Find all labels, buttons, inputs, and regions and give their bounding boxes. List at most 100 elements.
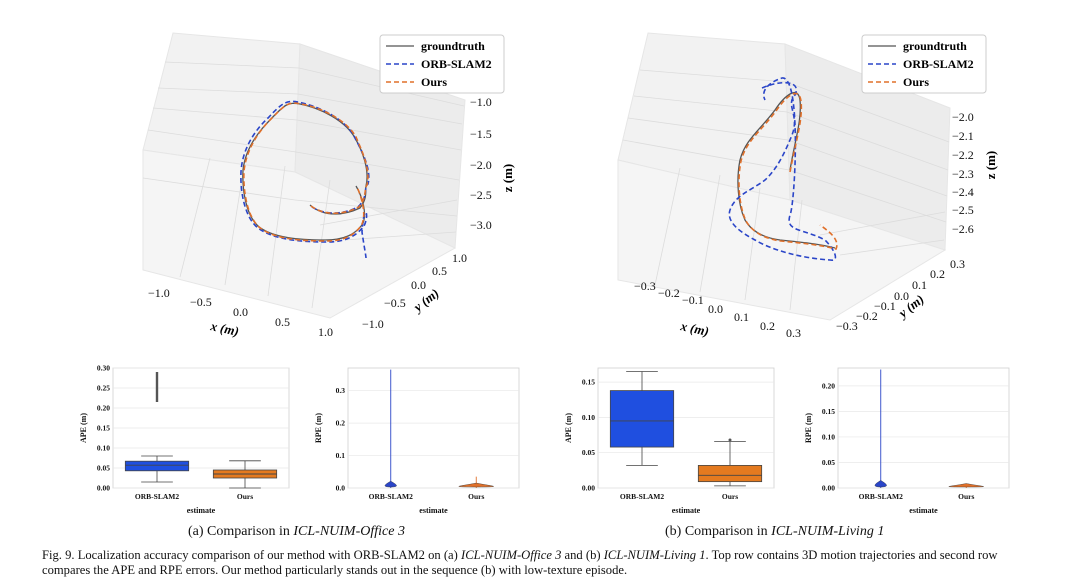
x-tick-label: Ours: [237, 492, 253, 501]
svg-text:0.5: 0.5: [432, 264, 447, 278]
y-tick-label: 0.05: [97, 464, 110, 473]
trajectory-plot-b: −2.0 −2.1 −2.2 −2.3 −2.4 −2.5 −2.6 z (m)…: [617, 32, 998, 340]
subcaption-a: (a) Comparison in ICL-NUIM-Office 3: [188, 524, 405, 539]
y-tick-label: 0.15: [582, 378, 595, 387]
y-tick-labels: 1.0 0.5 0.0 −0.5 −1.0: [362, 251, 467, 331]
x-axis-label: x (m): [208, 318, 240, 339]
svg-text:−0.5: −0.5: [384, 296, 406, 310]
x-axis-label: x (m): [678, 318, 710, 339]
svg-text:0.0: 0.0: [233, 305, 248, 319]
svg-text:0.0: 0.0: [411, 278, 426, 292]
y-tick-label: 0.10: [822, 432, 835, 441]
groundtruth-trajectory: [737, 91, 836, 249]
y-axis-label: APE (m): [564, 413, 573, 443]
svg-text:−3.0: −3.0: [470, 218, 492, 232]
x-tick-label: ORB-SLAM2: [620, 492, 664, 501]
legend-orb-slam2: ORB-SLAM2: [421, 57, 492, 71]
y-tick-label: 0.10: [582, 413, 595, 422]
y-tick-label: 0.30: [97, 364, 110, 373]
pane-back-left: [142, 32, 301, 173]
svg-text:−2.5: −2.5: [470, 188, 492, 202]
svg-text:0.0: 0.0: [708, 302, 723, 316]
svg-text:−1.0: −1.0: [148, 286, 170, 300]
y-tick-label: 0.15: [97, 424, 110, 433]
plot-area: [347, 367, 520, 489]
y-tick-label: 0.1: [336, 451, 346, 460]
y-axis-label: APE (m): [79, 413, 88, 443]
svg-text:−0.1: −0.1: [682, 293, 704, 307]
y-tick-label: 0.0: [336, 484, 346, 493]
svg-text:0.5: 0.5: [275, 315, 290, 329]
pane-floor: [142, 149, 457, 319]
y-tick-label: 0.05: [822, 458, 835, 467]
x-axis-label: estimate: [672, 506, 701, 515]
svg-text:−1.0: −1.0: [362, 317, 384, 331]
legend-b: groundtruth ORB-SLAM2 Ours: [861, 34, 987, 94]
svg-text:−2.6: −2.6: [952, 222, 974, 236]
legend-groundtruth: groundtruth: [421, 39, 485, 53]
legend-orb-slam2: ORB-SLAM2: [903, 57, 974, 71]
x-axis-label: estimate: [187, 506, 216, 515]
svg-text:−0.2: −0.2: [658, 286, 680, 300]
svg-text:−0.2: −0.2: [856, 309, 878, 323]
svg-text:−2.0: −2.0: [952, 110, 974, 124]
svg-text:−0.3: −0.3: [634, 279, 656, 293]
ape-boxplot-b: 0.00 0.05 0.10 0.15 ORB-SLAM2 Ours estimate APE…: [564, 367, 775, 515]
y-tick-labels: 0.3 0.2 0.1 0.0 −0.1 −0.2 −0.3: [836, 257, 965, 333]
svg-text:−1.0: −1.0: [470, 95, 492, 109]
x-axis-label: estimate: [909, 506, 938, 515]
y-tick-label: 0.15: [822, 407, 835, 416]
rpe-violin-a: 0.0 0.1 0.2 0.3 ORB-SLAM2 Ours estimate RPE (m): [314, 367, 520, 515]
y-tick-label: 0.05: [582, 448, 595, 457]
grid-lines: [622, 69, 950, 311]
svg-text:0.0: 0.0: [894, 289, 909, 303]
z-tick-labels: −2.0 −2.1 −2.2 −2.3 −2.4 −2.5 −2.6: [952, 110, 974, 236]
plot-area: [837, 367, 1010, 489]
svg-text:−0.1: −0.1: [874, 299, 896, 313]
y-tick-label: 0.3: [336, 386, 346, 395]
legend-ours: Ours: [903, 75, 929, 89]
ape-boxplot-a: 0.00 0.05 0.10 0.15 0.20 0.25 0.30 ORB-SLAM2 Our…: [79, 364, 290, 515]
box: [697, 465, 763, 483]
y-tick-label: 0.25: [97, 384, 110, 393]
svg-text:1.0: 1.0: [452, 251, 467, 265]
svg-text:0.3: 0.3: [950, 257, 965, 271]
y-tick-label: 0.20: [97, 404, 110, 413]
y-tick-label: 0.00: [582, 484, 595, 493]
svg-text:0.3: 0.3: [786, 326, 801, 340]
x-tick-label: ORB-SLAM2: [369, 492, 413, 501]
svg-text:0.1: 0.1: [912, 278, 927, 292]
box: [124, 460, 190, 472]
svg-text:−2.3: −2.3: [952, 167, 974, 181]
x-tick-labels: −1.0 −0.5 0.0 0.5 1.0: [148, 286, 333, 339]
svg-text:−0.3: −0.3: [836, 319, 858, 333]
legend-ours: Ours: [421, 75, 447, 89]
violin-body: [458, 482, 494, 488]
x-tick-label: Ours: [958, 492, 974, 501]
legend-groundtruth: groundtruth: [903, 39, 967, 53]
figure-caption: Fig. 9. Localization accuracy comparison…: [42, 548, 998, 577]
svg-text:−0.5: −0.5: [190, 295, 212, 309]
violin-body: [384, 480, 397, 488]
violin-body: [874, 480, 887, 488]
ours-trajectory: [738, 92, 838, 250]
z-tick-labels: −1.0 −1.5 −2.0 −2.5 −3.0: [470, 95, 492, 232]
y-tick-label: 0.2: [336, 419, 346, 428]
x-tick-label: Ours: [722, 492, 738, 501]
svg-text:−1.5: −1.5: [470, 127, 492, 141]
svg-text:0.2: 0.2: [930, 267, 945, 281]
y-axis-label: RPE (m): [314, 413, 323, 443]
svg-text:−2.2: −2.2: [952, 148, 974, 162]
box: [609, 390, 675, 448]
y-tick-label: 0.00: [822, 484, 835, 493]
x-tick-label: Ours: [468, 492, 484, 501]
svg-text:0.2: 0.2: [760, 319, 775, 333]
y-axis-label: RPE (m): [804, 413, 813, 443]
svg-text:1.0: 1.0: [318, 325, 333, 339]
svg-text:−2.0: −2.0: [470, 158, 492, 172]
outlier-point: [728, 438, 732, 442]
svg-text:−2.4: −2.4: [952, 185, 974, 199]
ours-trajectory: [243, 102, 369, 242]
y-tick-label: 0.10: [97, 444, 110, 453]
x-axis-label: estimate: [419, 506, 448, 515]
